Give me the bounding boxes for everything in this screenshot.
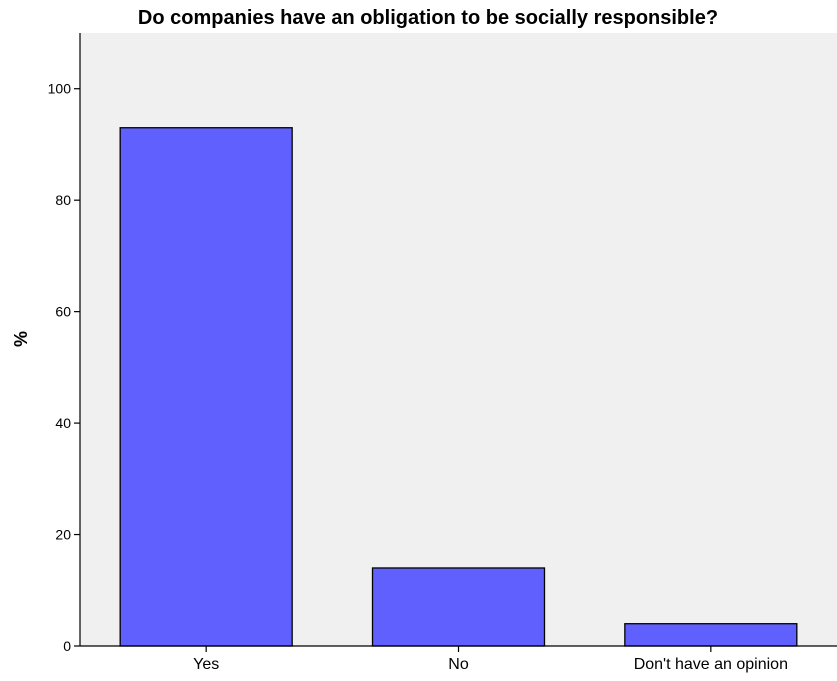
y-tick-label: 20 bbox=[55, 527, 71, 543]
x-axis-ticks: Yes No Don't have an opinion bbox=[193, 646, 788, 673]
bar bbox=[371, 567, 546, 647]
y-axis-label: % bbox=[11, 331, 31, 347]
y-tick-label: 100 bbox=[48, 81, 72, 97]
bars-group bbox=[119, 127, 798, 647]
y-tick-label: 80 bbox=[55, 192, 71, 208]
y-tick-label: 0 bbox=[63, 638, 71, 654]
bar bbox=[119, 127, 293, 647]
x-tick-label: Yes bbox=[193, 656, 219, 673]
y-tick-label: 60 bbox=[55, 304, 71, 320]
y-tick-label: 40 bbox=[55, 415, 71, 431]
x-tick-label: Don't have an opinion bbox=[634, 656, 788, 673]
y-axis-ticks: 0 20 40 60 80 100 bbox=[48, 81, 80, 654]
bar bbox=[624, 623, 798, 647]
chart-title: Do companies have an obligation to be so… bbox=[138, 7, 718, 29]
x-tick-label: No bbox=[448, 656, 469, 673]
